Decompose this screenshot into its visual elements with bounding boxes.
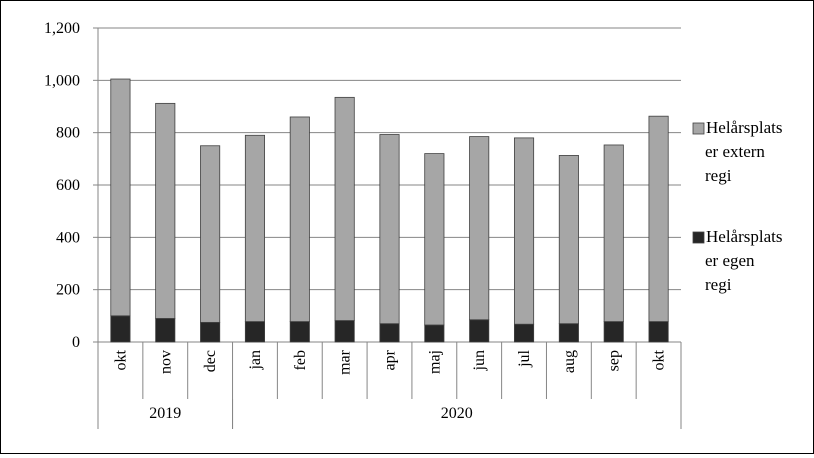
- bar-egen-regi: [244, 321, 266, 343]
- bar-egen-regi: [110, 315, 131, 343]
- y-tick-label: 400: [56, 229, 80, 246]
- bar-egen-regi: [648, 321, 669, 343]
- bar-egen-regi: [424, 324, 445, 343]
- legend-label: er egen: [705, 251, 755, 270]
- bar-egen-regi: [200, 321, 221, 343]
- x-tick-label: apr: [382, 349, 399, 370]
- y-tick-label: 600: [56, 177, 80, 194]
- y-tick-label: 800: [56, 125, 80, 142]
- bar-extern-regi: [469, 136, 490, 321]
- y-tick-label: 200: [56, 282, 80, 299]
- x-tick-label: jan: [247, 350, 264, 371]
- axes: [93, 27, 682, 429]
- bars: [110, 78, 669, 343]
- bar-egen-regi: [603, 321, 624, 343]
- bar-egen-regi: [469, 319, 490, 343]
- x-tick-label: jun: [471, 350, 488, 371]
- bar-extern-regi: [200, 145, 221, 323]
- bar-extern-regi: [334, 96, 355, 321]
- x-tick-label: dec: [202, 350, 219, 372]
- bar-extern-regi: [289, 116, 310, 322]
- bar-egen-regi: [379, 323, 400, 343]
- legend-label: er extern: [705, 142, 765, 161]
- legend: Helårsplats er extern regi Helårsplats er eg…: [692, 118, 782, 294]
- legend-swatch: [692, 122, 705, 135]
- x-tick-label: jul: [516, 349, 533, 367]
- bar-extern-regi: [244, 134, 266, 322]
- axis-labels: 0 200 400 600 800 1,000 1,200 okt nov dec jan feb ma…: [44, 20, 668, 422]
- x-tick-label: feb: [292, 350, 309, 370]
- bar-egen-regi: [155, 318, 176, 343]
- legend-swatch: [692, 231, 705, 244]
- bar-extern-regi: [513, 137, 535, 325]
- bar-egen-regi: [334, 320, 355, 343]
- x-tick-label: maj: [426, 350, 443, 374]
- x-tick-label: okt: [112, 349, 129, 370]
- legend-label: Helårsplats: [706, 118, 782, 137]
- bar-egen-regi: [289, 321, 310, 343]
- x-tick-label: sep: [606, 350, 623, 371]
- bar-extern-regi: [110, 78, 131, 317]
- bar-extern-regi: [603, 144, 624, 322]
- bar-extern-regi: [558, 155, 579, 325]
- group-label: 2020: [441, 405, 473, 422]
- y-tick-label: 1,000: [44, 72, 80, 89]
- legend-label: regi: [705, 166, 732, 185]
- bar-egen-regi: [513, 323, 535, 343]
- x-tick-label: okt: [651, 349, 668, 370]
- bar-extern-regi: [648, 115, 669, 322]
- bar-egen-regi: [558, 323, 579, 343]
- legend-label: regi: [705, 275, 732, 294]
- y-tick-label: 0: [72, 334, 80, 351]
- x-tick-label: nov: [157, 350, 174, 374]
- bar-extern-regi: [155, 102, 176, 319]
- group-label: 2019: [149, 405, 181, 422]
- y-tick-label: 1,200: [44, 20, 80, 37]
- bar-extern-regi: [379, 134, 400, 325]
- x-tick-label: mar: [337, 349, 354, 375]
- bar-extern-regi: [424, 153, 445, 326]
- legend-label: Helårsplats: [706, 227, 782, 246]
- x-tick-label: aug: [561, 350, 578, 373]
